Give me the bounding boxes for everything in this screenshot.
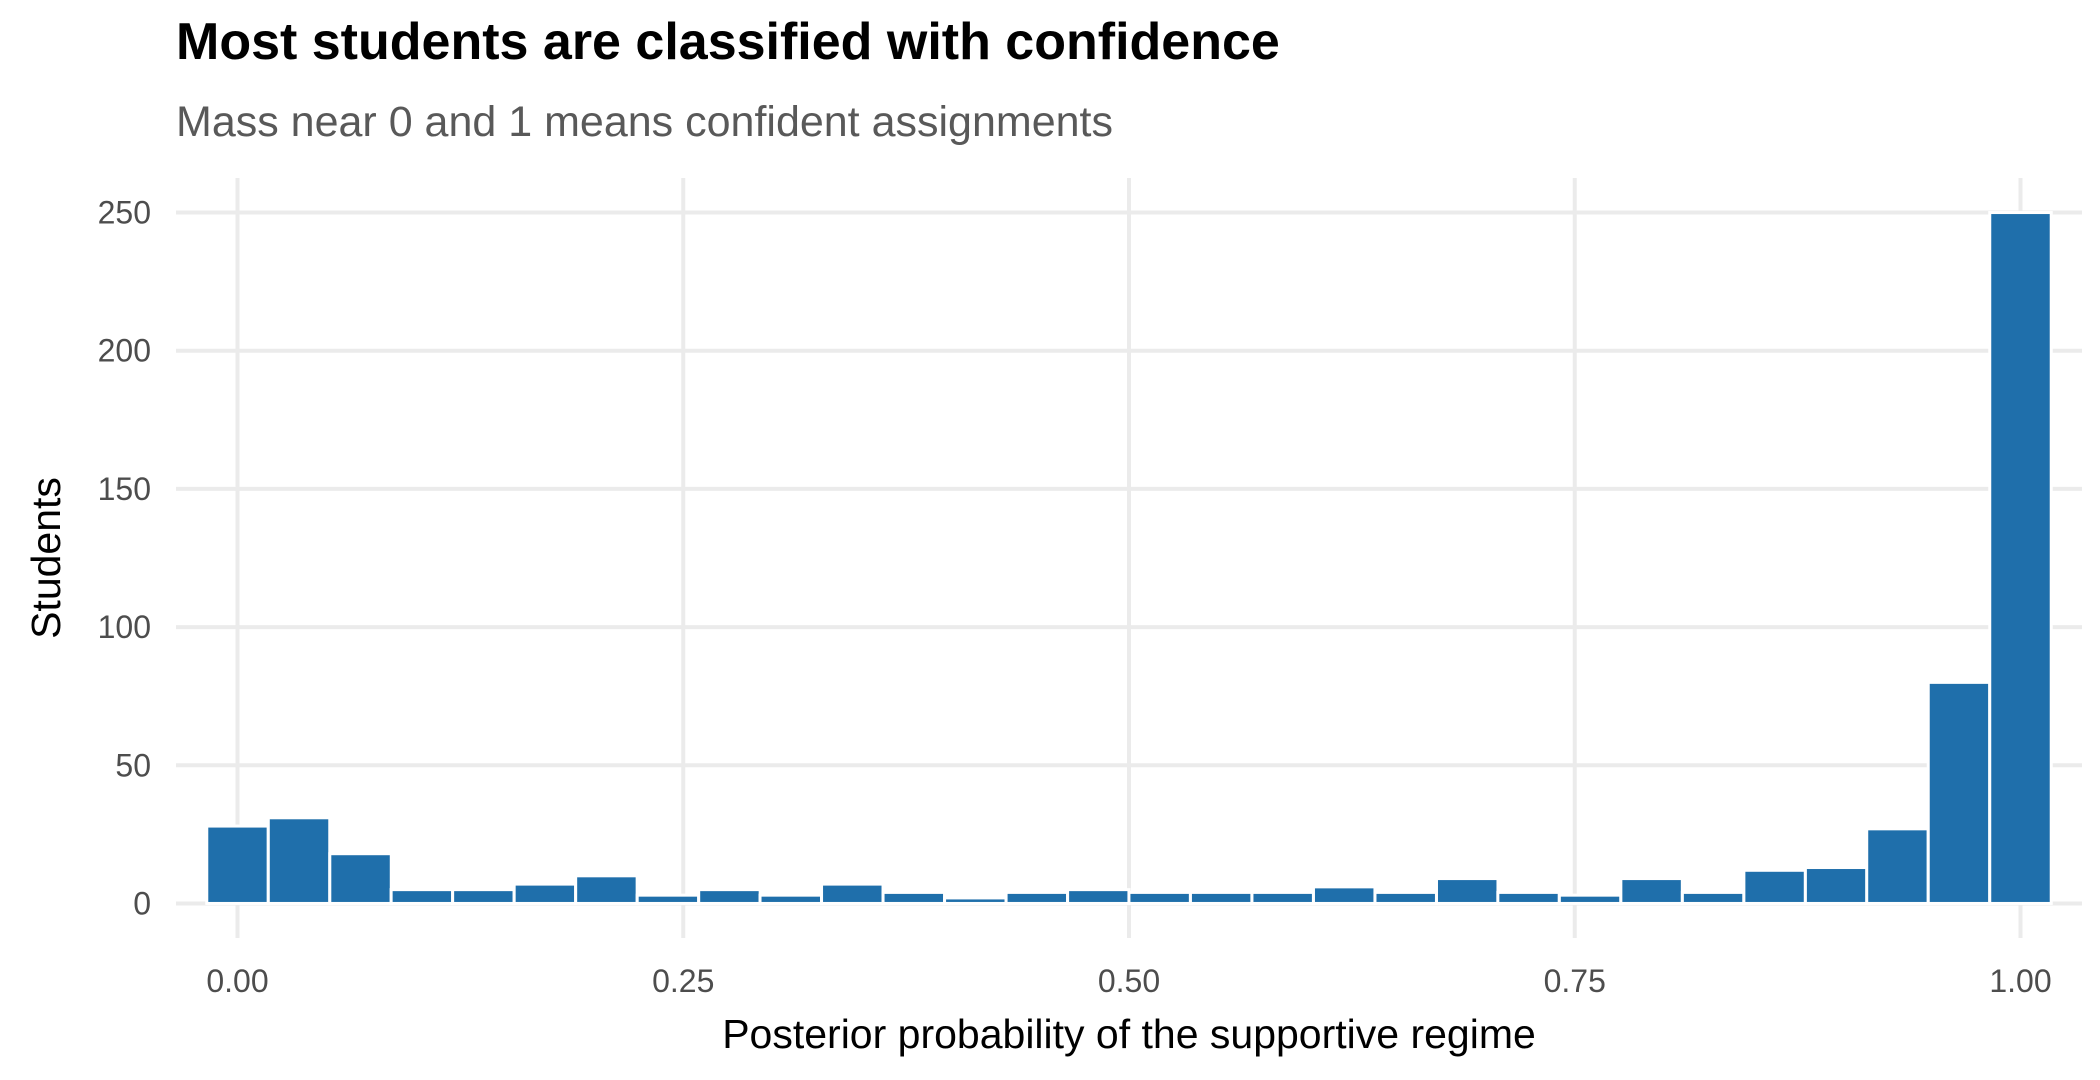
histogram-bar [635,893,701,905]
histogram-bar [820,882,885,905]
histogram-bar [266,816,332,905]
x-tick-label: 0.00 [206,963,268,999]
y-tick-label: 100 [98,609,151,645]
y-tick-label: 250 [98,195,151,231]
histogram-bar [1311,885,1377,905]
y-axis-title: Students [23,477,69,639]
histogram-bar [205,824,270,905]
histogram-bar [451,888,516,905]
histogram-bar [512,882,578,905]
histogram-bar [1250,890,1315,905]
histogram-bar [1988,211,2053,905]
histogram-bar [1926,680,1992,905]
histogram-bar [328,852,393,905]
histogram-bar [1066,888,1131,905]
x-tick-label: 0.75 [1544,963,1606,999]
y-tick-label: 150 [98,471,151,507]
x-axis-tick-labels: 0.00 0.25 0.50 0.75 1.00 [206,963,2051,999]
histogram-bar [758,893,824,905]
histogram-bar [1557,893,1623,905]
y-axis-tick-labels: 0 50 100 150 200 250 [98,195,151,922]
histogram-bar [697,888,762,905]
histogram-bar [1742,868,1807,905]
x-axis-title: Posterior probability of the supportive … [722,1011,1536,1057]
y-tick-label: 0 [133,885,151,921]
grid-lines [176,178,2082,938]
y-tick-label: 200 [98,333,151,369]
histogram-bar [1619,877,1684,905]
x-tick-label: 0.25 [652,963,714,999]
histogram-bar [1680,890,1746,905]
histogram-bar [1434,877,1500,905]
histogram-bar [1188,890,1254,905]
histogram-bar [1496,890,1561,905]
chart-title: Most students are classified with confid… [176,13,1280,71]
histogram-bar [574,874,639,905]
histogram-bar [1004,890,1070,905]
histogram-bars [205,211,2053,905]
histogram-bar [943,896,1008,905]
histogram-bar [1803,866,1869,905]
histogram-bar [389,888,455,905]
x-tick-label: 1.00 [1989,963,2051,999]
x-tick-label: 0.50 [1098,963,1160,999]
histogram-bar [881,890,947,905]
y-tick-label: 50 [115,747,151,783]
histogram-bar [1127,890,1192,905]
histogram-bar [1373,890,1438,905]
histogram-bar [1865,827,1930,905]
chart-subtitle: Mass near 0 and 1 means confident assign… [176,98,1113,146]
